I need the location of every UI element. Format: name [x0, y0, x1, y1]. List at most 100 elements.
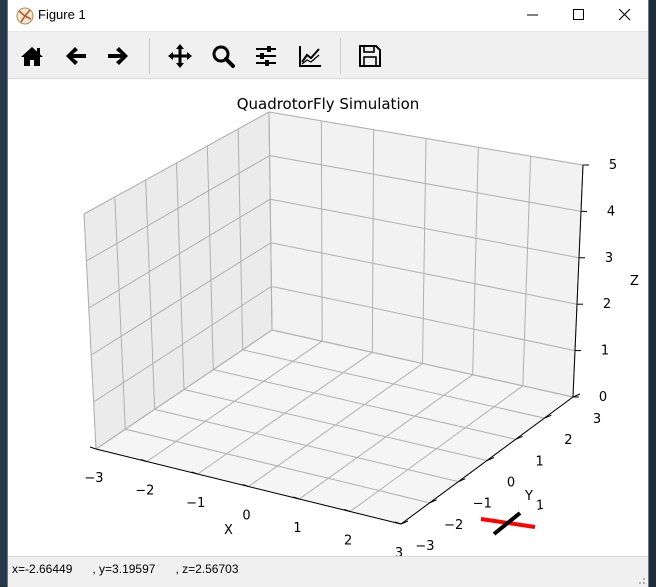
y-tick — [486, 457, 495, 461]
x-tick — [89, 446, 97, 450]
x-tick — [293, 496, 300, 500]
save-button[interactable] — [354, 41, 386, 71]
figure-canvas[interactable]: −3 −2 −1 0 1 2 3 −3 −2 −1 0 1 2 3 0 1 2 3 4 5 QuadrotorFly … — [8, 79, 648, 556]
x-gridline — [320, 120, 323, 342]
y-gridline — [268, 111, 273, 331]
z-axis-label: Z — [630, 274, 639, 289]
y-tick-label: 3 — [593, 412, 601, 427]
z-tick-label: 1 — [601, 344, 609, 359]
z-tick-label: 0 — [599, 390, 607, 405]
z-gridline — [86, 155, 270, 262]
x-tick-label: 1 — [293, 521, 301, 536]
y-tick-label: −1 — [473, 497, 492, 512]
y-tick — [458, 478, 466, 483]
y-gridline — [242, 349, 545, 419]
navigation-toolbar — [8, 32, 648, 79]
y-gridline — [206, 145, 214, 370]
z-tick-label: 5 — [609, 158, 617, 173]
resize-grip-icon[interactable] — [636, 575, 646, 585]
y-tick-label: 2 — [564, 433, 572, 448]
y-gridline — [176, 162, 185, 390]
toolbar-separator — [149, 38, 150, 74]
magnifier-icon — [212, 45, 235, 68]
back-button[interactable] — [60, 41, 92, 71]
window-title: Figure 1 — [38, 7, 86, 22]
x-tick — [394, 521, 402, 525]
y-gridline — [183, 389, 488, 461]
background-editor — [0, 0, 10, 586]
y-gridline — [125, 428, 430, 504]
z-tick-label: 3 — [605, 251, 613, 266]
status-bar: x=-2.66449 , y=3.19597 , z=2.56703 — [8, 556, 648, 587]
floppy-icon — [359, 45, 381, 67]
y-tick-label: −2 — [444, 518, 463, 533]
pan-button[interactable] — [164, 41, 196, 71]
toolbar-separator — [340, 38, 341, 74]
z-gridline — [270, 242, 578, 305]
x-gridline — [522, 156, 532, 386]
z-gridline — [271, 329, 574, 398]
close-button[interactable] — [602, 0, 648, 31]
y-tick-label: −3 — [415, 539, 434, 554]
z-gridline — [270, 198, 580, 259]
z-axis-line — [572, 164, 584, 398]
maximize-button[interactable] — [556, 0, 602, 31]
line-chart-icon — [299, 46, 321, 67]
close-icon — [619, 9, 631, 21]
z-gridline — [93, 285, 272, 403]
tick-marks — [89, 164, 589, 525]
plot-3d: −3 −2 −1 0 1 2 3 −3 −2 −1 0 1 2 3 0 1 2 3 4 5 QuadrotorFly … — [83, 95, 639, 556]
cursor-coordinates: x=-2.66449 , y=3.19597 , z=2.56703 — [12, 562, 239, 576]
y-axis-label: Y — [524, 489, 533, 504]
z-gridline — [83, 111, 270, 215]
sliders-icon — [256, 46, 276, 66]
home-icon — [21, 47, 43, 66]
forward-button[interactable] — [102, 41, 134, 71]
maximize-icon — [573, 9, 584, 20]
configure-subplots-button[interactable] — [250, 41, 282, 71]
x-tick-label: −3 — [84, 471, 103, 486]
x-tick — [140, 459, 147, 462]
z-gridline — [271, 285, 576, 352]
y-tick-label: 1 — [536, 454, 544, 469]
zoom-button[interactable] — [207, 41, 239, 71]
x-axis-label: X — [224, 523, 233, 538]
y-gridline — [83, 213, 97, 450]
chart-title: QuadrotorFly Simulation — [237, 95, 420, 113]
title-bar: Figure 1 — [8, 0, 648, 32]
y-gridline — [114, 196, 126, 430]
matplotlib-app-icon — [16, 7, 34, 25]
figure-window: Figure 1 — [8, 0, 648, 587]
minimize-button[interactable] — [510, 0, 556, 31]
z-tick-label: 4 — [607, 204, 615, 219]
x-tick-label: 2 — [344, 534, 352, 549]
grid-lines — [83, 111, 584, 525]
x-tick — [242, 484, 249, 487]
y-tick — [515, 435, 523, 440]
y-tick — [544, 414, 552, 419]
y-gridline — [213, 369, 516, 440]
x-gridline — [472, 147, 479, 375]
x-tick — [344, 509, 351, 512]
arrow-right-icon — [108, 47, 128, 65]
x-tick-label: 0 — [242, 509, 250, 524]
stray-label: 1 — [535, 497, 546, 513]
edit-axis-button[interactable] — [294, 41, 326, 71]
z-gridline — [88, 198, 271, 309]
minimize-icon — [527, 14, 538, 16]
floor-pane — [96, 330, 573, 524]
y-tick — [400, 520, 409, 525]
x-tick-label: 3 — [395, 546, 403, 556]
x-tick-label: −2 — [135, 484, 154, 499]
arrow-left-icon — [66, 47, 86, 65]
z-gridline — [90, 242, 272, 356]
home-button[interactable] — [16, 41, 48, 71]
tick-labels: −3 −2 −1 0 1 2 3 −3 −2 −1 0 1 2 3 0 1 2 3 4 5 — [84, 158, 617, 556]
quadrotor-arm-black — [492, 511, 522, 536]
back-pane — [269, 112, 583, 397]
y-tick — [429, 499, 437, 504]
x-tick-label: −1 — [186, 496, 205, 511]
z-gridline — [95, 329, 273, 450]
y-gridline — [154, 408, 459, 483]
x-gridline — [371, 129, 375, 353]
